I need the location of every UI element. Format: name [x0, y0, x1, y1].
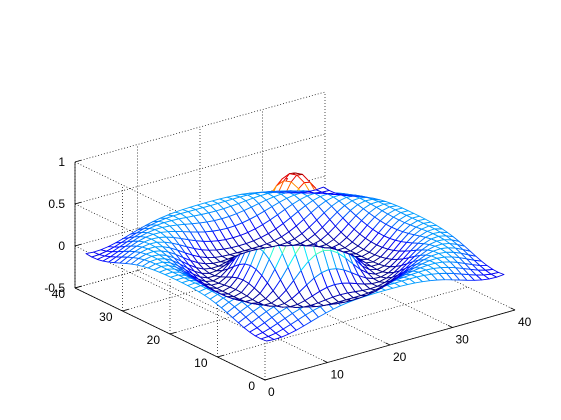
- x-tick-mark: [385, 342, 391, 346]
- x-tick-label: 10: [331, 368, 345, 382]
- back-wall-gridline: [74, 133, 326, 205]
- z-tick-mark: [74, 159, 82, 163]
- floor-gridline: [217, 286, 468, 358]
- surface-mesh: [85, 172, 505, 342]
- left-wall-gridline: [74, 161, 266, 255]
- x-tick-label: 40: [518, 315, 532, 329]
- x-axis-ticks: 0 10 20 30 40: [260, 307, 532, 399]
- y-tick-mark: [217, 354, 224, 358]
- z-tick-label: 0: [58, 239, 65, 253]
- z-tick-mark: [74, 243, 82, 247]
- y-tick-mark: [122, 308, 129, 312]
- y-tick-mark: [264, 377, 272, 381]
- y-tick-label: 10: [194, 356, 208, 370]
- x-tick-mark: [447, 324, 453, 328]
- z-tick-label: -0.5: [44, 281, 65, 295]
- back-wall-gridline: [74, 91, 326, 163]
- x-tick-label: 20: [393, 350, 407, 364]
- y-tick-label: 20: [147, 333, 161, 347]
- z-tick-mark: [74, 201, 82, 205]
- x-tick-mark: [510, 307, 516, 311]
- z-axis-ticks: -0.5 0 0.5 1: [44, 155, 82, 295]
- left-wall-gridline: [74, 245, 266, 339]
- y-axis-ticks: 0 10 20 30 40: [52, 285, 272, 393]
- y-tick-label: 40: [52, 287, 66, 301]
- y-tick-mark: [169, 331, 177, 335]
- x-tick-mark: [260, 377, 266, 381]
- mesh-cell: [85, 251, 100, 258]
- z-tick-mark: [74, 285, 82, 289]
- z-tick-label: 1: [58, 155, 65, 169]
- z-tick-label: 0.5: [48, 197, 65, 211]
- x-tick-mark: [322, 359, 328, 363]
- x-tick-label: 30: [456, 333, 470, 347]
- y-tick-label: 0: [248, 379, 255, 393]
- y-tick-label: 30: [99, 310, 113, 324]
- x-tick-label: 0: [268, 385, 275, 399]
